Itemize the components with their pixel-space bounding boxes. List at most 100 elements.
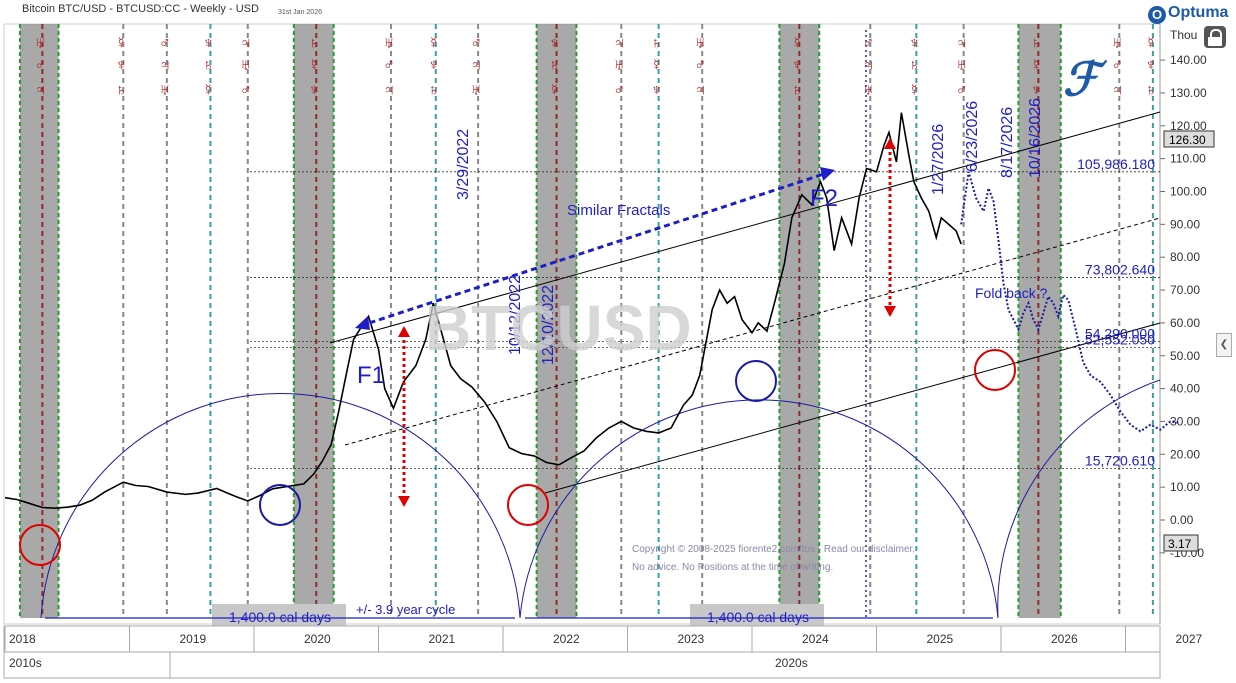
planet-glyph: ♄ xyxy=(1030,35,1042,52)
y-tick-label: 110.00 xyxy=(1170,152,1206,166)
planet-glyph: ♃ xyxy=(34,82,46,99)
planet-glyph: ♃ xyxy=(956,35,968,52)
cycle-arc xyxy=(40,393,521,619)
fractal-arrow-head xyxy=(355,316,370,330)
planet-glyph: ♃ xyxy=(240,35,252,52)
planet-glyph: ♂ xyxy=(159,35,171,52)
planet-glyph: ♃ xyxy=(862,57,874,74)
planet-glyph: ♅ xyxy=(1111,35,1123,52)
y-tick-label: 130.00 xyxy=(1170,86,1207,100)
planet-glyph: ☿ xyxy=(308,57,320,74)
red-arrow-head xyxy=(398,496,410,507)
date-label: 6/23/2026 xyxy=(964,101,981,172)
planet-glyph: ♂ xyxy=(613,82,625,99)
last-price-label: 126.30 xyxy=(1169,133,1206,147)
planet-glyph: ♃ xyxy=(694,82,706,99)
planet-glyph: ♆ xyxy=(791,57,803,74)
planet-glyph: ♆ xyxy=(308,82,320,99)
decade-label: 2020s xyxy=(775,656,808,670)
planet-glyph: ♆ xyxy=(202,35,214,52)
planet-glyph: ♂ xyxy=(34,57,46,74)
red-arrow-head xyxy=(398,326,410,337)
cycle-circle xyxy=(735,360,777,402)
chart-date: 31st Jan 2026 xyxy=(278,9,322,16)
planet-glyph: ♃ xyxy=(470,57,482,74)
planet-glyph: ♅ xyxy=(956,57,968,74)
planet-glyph: ♄ xyxy=(908,57,920,74)
y-tick-label: 90.00 xyxy=(1170,217,1200,231)
fiorente-monogram-icon: ℱ xyxy=(1063,54,1100,105)
y-tick-label: 10.00 xyxy=(1170,480,1200,494)
optuma-logo-icon: O xyxy=(1148,6,1166,24)
date-label: 12/10/2022 xyxy=(540,285,557,365)
low-price-tag xyxy=(1163,534,1199,552)
planet-glyph: ♆ xyxy=(908,35,920,52)
planet-glyph: ♄ xyxy=(549,57,561,74)
lock-icon[interactable] xyxy=(1204,26,1226,48)
planet-glyph: ♄ xyxy=(115,82,127,99)
level-label: 54,290.000 xyxy=(1085,326,1155,342)
planet-glyph: ☿ xyxy=(1030,57,1042,74)
planet-glyph: ♆ xyxy=(1145,57,1157,74)
channel-lower xyxy=(544,322,1161,494)
red-arrow-head xyxy=(884,138,896,149)
planet-glyph: ♂ xyxy=(470,35,482,52)
cycle-circle xyxy=(259,484,301,526)
date-label: 10/12/2022 xyxy=(507,275,524,355)
annotation-f2: F2 xyxy=(810,185,838,212)
planet-glyph: ☿ xyxy=(428,35,440,52)
level-label: 105,986.180 xyxy=(1077,156,1155,172)
planet-glyph: ♆ xyxy=(428,57,440,74)
y-tick-label: 140.00 xyxy=(1170,53,1207,67)
planet-glyph: ☿ xyxy=(202,82,214,99)
planet-glyph: ☿ xyxy=(791,35,803,52)
planet-glyph: ☿ xyxy=(651,57,663,74)
cycle-circle xyxy=(974,349,1016,391)
annotation-fold-back: Fold back ? xyxy=(975,285,1048,301)
annotation-f1: F1 xyxy=(357,362,385,389)
plot-area xyxy=(3,23,1161,625)
y-tick-label: 80.00 xyxy=(1170,250,1200,264)
copyright-line: Copyright © 2008-2025 fiorente2.com/tos … xyxy=(632,544,915,555)
planet-glyph: ♂ xyxy=(1111,57,1123,74)
decade-label: 2010s xyxy=(9,656,42,670)
channel-upper xyxy=(329,111,1161,344)
planet-glyph: ♅ xyxy=(240,57,252,74)
x-year-label: 2021 xyxy=(429,632,456,646)
planet-glyph: ♆ xyxy=(651,82,663,99)
cycle-circle xyxy=(507,484,549,526)
planet-glyph: ♂ xyxy=(694,57,706,74)
planet-glyph: ♂ xyxy=(383,57,395,74)
level-label: 73,802.640 xyxy=(1085,262,1155,278)
fractal-arrow-head xyxy=(820,167,835,181)
x-year-label: 2020 xyxy=(304,632,331,646)
cycle-days-label: 1,400.0 cal days xyxy=(707,609,809,625)
planet-glyph: ♅ xyxy=(383,35,395,52)
planet-glyph: ♅ xyxy=(862,82,874,99)
y-tick-label: 120.00 xyxy=(1170,119,1207,133)
x-year-label: 2022 xyxy=(553,632,580,646)
planet-glyph: ♂ xyxy=(240,82,252,99)
axis-unit: Thou xyxy=(1170,28,1198,42)
chevron-left-icon[interactable]: ❮ xyxy=(1216,333,1232,357)
planet-glyph: ♃ xyxy=(383,82,395,99)
planet-glyph: ♆ xyxy=(1030,82,1042,99)
annotation-similar-fractals: Similar Fractals xyxy=(567,202,670,219)
x-year-label: 2024 xyxy=(802,632,829,646)
price-series xyxy=(4,112,962,509)
planet-glyph: ♅ xyxy=(470,82,482,99)
planet-glyph: ♃ xyxy=(613,35,625,52)
planet-glyph: ♅ xyxy=(34,35,46,52)
planet-glyph: ♅ xyxy=(613,57,625,74)
date-label: 10/16/2026 xyxy=(1027,98,1044,178)
y-tick-label: 70.00 xyxy=(1170,283,1200,297)
brand-logo: O Optuma xyxy=(1148,4,1228,24)
copyright-line: No advice. No Positions at the time of w… xyxy=(632,562,833,573)
planet-glyph: ♄ xyxy=(791,82,803,99)
y-tick-label: 20.00 xyxy=(1170,447,1200,461)
y-tick-label: 60.00 xyxy=(1170,316,1200,330)
y-tick-label: 0.00 xyxy=(1170,513,1194,527)
annotation-cycle: +/- 3.9 year cycle xyxy=(356,602,455,617)
planet-glyph: ♆ xyxy=(115,57,127,74)
y-tick-label: 40.00 xyxy=(1170,382,1200,396)
